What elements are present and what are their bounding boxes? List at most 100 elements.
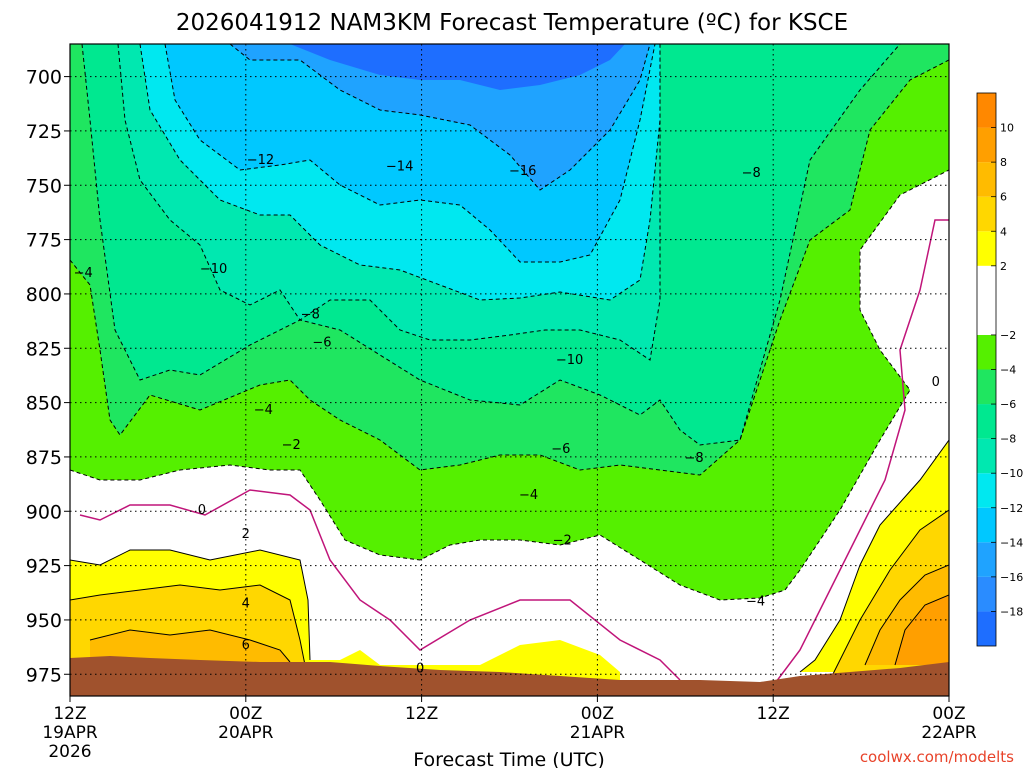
colorbar-label: 4 — [1000, 225, 1007, 238]
x-tick-label: 21APR — [570, 723, 626, 743]
contour-6-line-right — [864, 564, 949, 666]
colorbar-swatch — [977, 265, 996, 335]
contour-6-line — [89, 629, 291, 663]
colorbar-swatch — [977, 127, 996, 163]
y-tick-label: 825 — [26, 338, 62, 360]
colorbar-label: −14 — [1000, 536, 1023, 549]
colorbar-label: −4 — [1000, 364, 1016, 377]
colorbar-swatch — [977, 404, 996, 439]
contour-2-line-right — [799, 439, 949, 673]
colorbar-swatch — [977, 473, 996, 508]
y-tick-label: 900 — [26, 501, 62, 523]
contour-label: −4 — [519, 488, 538, 503]
y-tick-label: 725 — [26, 121, 62, 143]
contour-label: 2 — [242, 527, 250, 542]
contour-minus4-line — [70, 59, 949, 476]
colorbar-label: 2 — [1000, 260, 1007, 273]
colorbar-swatch — [977, 231, 996, 266]
y-tick-label: 850 — [26, 393, 62, 415]
colorbar-label: −18 — [1000, 605, 1023, 618]
colorbar-swatch — [977, 369, 996, 405]
y-tick-label: 875 — [26, 447, 62, 469]
colorbar-label: 8 — [1000, 156, 1007, 169]
colorbar-swatch — [977, 438, 996, 474]
contour-minus2-line — [70, 169, 949, 601]
colorbar-label: 10 — [1000, 122, 1014, 135]
contour-label: −2 — [553, 534, 572, 549]
contour-label: −2 — [282, 438, 301, 453]
y-tick-label: 775 — [26, 230, 62, 252]
colorbar-swatch — [977, 507, 996, 543]
x-axis-label: Forecast Time (UTC) — [413, 749, 604, 768]
contour-label: −10 — [556, 353, 583, 368]
contour-minus10-line — [117, 44, 661, 361]
contour-label: −14 — [386, 160, 413, 175]
colorbar-label: −2 — [1000, 329, 1016, 342]
colorbar-label: −6 — [1000, 398, 1016, 411]
contour-label: 0 — [416, 662, 424, 677]
contour-fills — [70, 44, 949, 696]
colorbar-label: −10 — [1000, 467, 1023, 480]
contour-label: −4 — [74, 266, 93, 281]
colorbar-swatch — [977, 162, 996, 197]
y-tick-label: 800 — [26, 284, 62, 306]
colorbar-swatch — [977, 542, 996, 577]
x-tick-label: 2026 — [48, 742, 91, 762]
contour-label: 4 — [242, 597, 250, 612]
contour-labels: −4 −10 −12 −14 −16 −8 −8 −6 −4 −10 −2 −6 −8 −4 0 −2 2 4 6 −… — [74, 153, 940, 677]
x-tick-label: 20APR — [218, 723, 274, 743]
colorbar-swatch — [977, 611, 996, 646]
x-tick-label: 12Z — [53, 704, 86, 724]
contour-label: −6 — [312, 336, 331, 351]
y-tick-label: 750 — [26, 175, 62, 197]
contour-4-line — [70, 584, 306, 666]
x-tick-label: 22APR — [921, 723, 977, 743]
x-tick-label: 00Z — [932, 704, 965, 724]
y-tick-label: 700 — [26, 67, 62, 89]
contour-label: −4 — [254, 403, 273, 418]
plot-frame — [69, 43, 950, 697]
colorbar-label: −8 — [1000, 433, 1016, 446]
colorbar-swatch — [977, 576, 996, 612]
contour-minus12-line — [139, 44, 661, 301]
colorbar-label: −12 — [1000, 502, 1023, 515]
contour-label: 6 — [242, 638, 250, 653]
y-tick-label: 950 — [26, 610, 62, 632]
contour-label: 0 — [932, 375, 940, 390]
band-8-to-10-right — [895, 595, 949, 665]
contour-label: −8 — [301, 307, 320, 322]
chart-title: 2026041912 NAM3KM Forecast Temperature (… — [176, 10, 848, 36]
band-minus20-to-minus18 — [290, 44, 625, 90]
contour-minus14-line — [164, 44, 656, 263]
x-tick-label: 12Z — [757, 704, 790, 724]
contour-label: 0 — [198, 503, 206, 518]
credit-text: coolwx.com/modelts — [860, 748, 1014, 766]
contour-label: −16 — [509, 164, 536, 179]
colorbar-label: 6 — [1000, 191, 1007, 204]
colorbar-swatch — [977, 93, 996, 128]
y-tick-label: 975 — [26, 664, 62, 686]
contour-0-line — [79, 489, 681, 681]
contour-minus6-line — [81, 44, 901, 446]
contour-2-line — [70, 549, 311, 661]
grid-lines — [70, 44, 949, 696]
contour-8-line-right — [894, 594, 949, 666]
y-tick-label: 925 — [26, 556, 62, 578]
terrain-ground — [70, 656, 949, 696]
contour-minus16-line — [229, 44, 651, 191]
colorbar-swatch — [977, 196, 996, 232]
x-tick-label: 19APR — [42, 723, 98, 743]
contour-label: −6 — [551, 442, 570, 457]
colorbar-swatch — [977, 334, 996, 370]
x-tick-label: 00Z — [581, 704, 614, 724]
x-tick-label: 00Z — [229, 704, 262, 724]
contour-4-line-right — [829, 509, 949, 681]
x-tick-label: 12Z — [405, 704, 438, 724]
contour-label: −4 — [746, 594, 765, 609]
contour-label: −8 — [685, 451, 704, 466]
colorbar: 10 8 6 4 2 −2 −4 −6 −8 −10 −12 −14 −16 −18 — [976, 92, 1023, 647]
contour-label: −8 — [742, 166, 761, 181]
contour-label: −10 — [200, 262, 227, 277]
